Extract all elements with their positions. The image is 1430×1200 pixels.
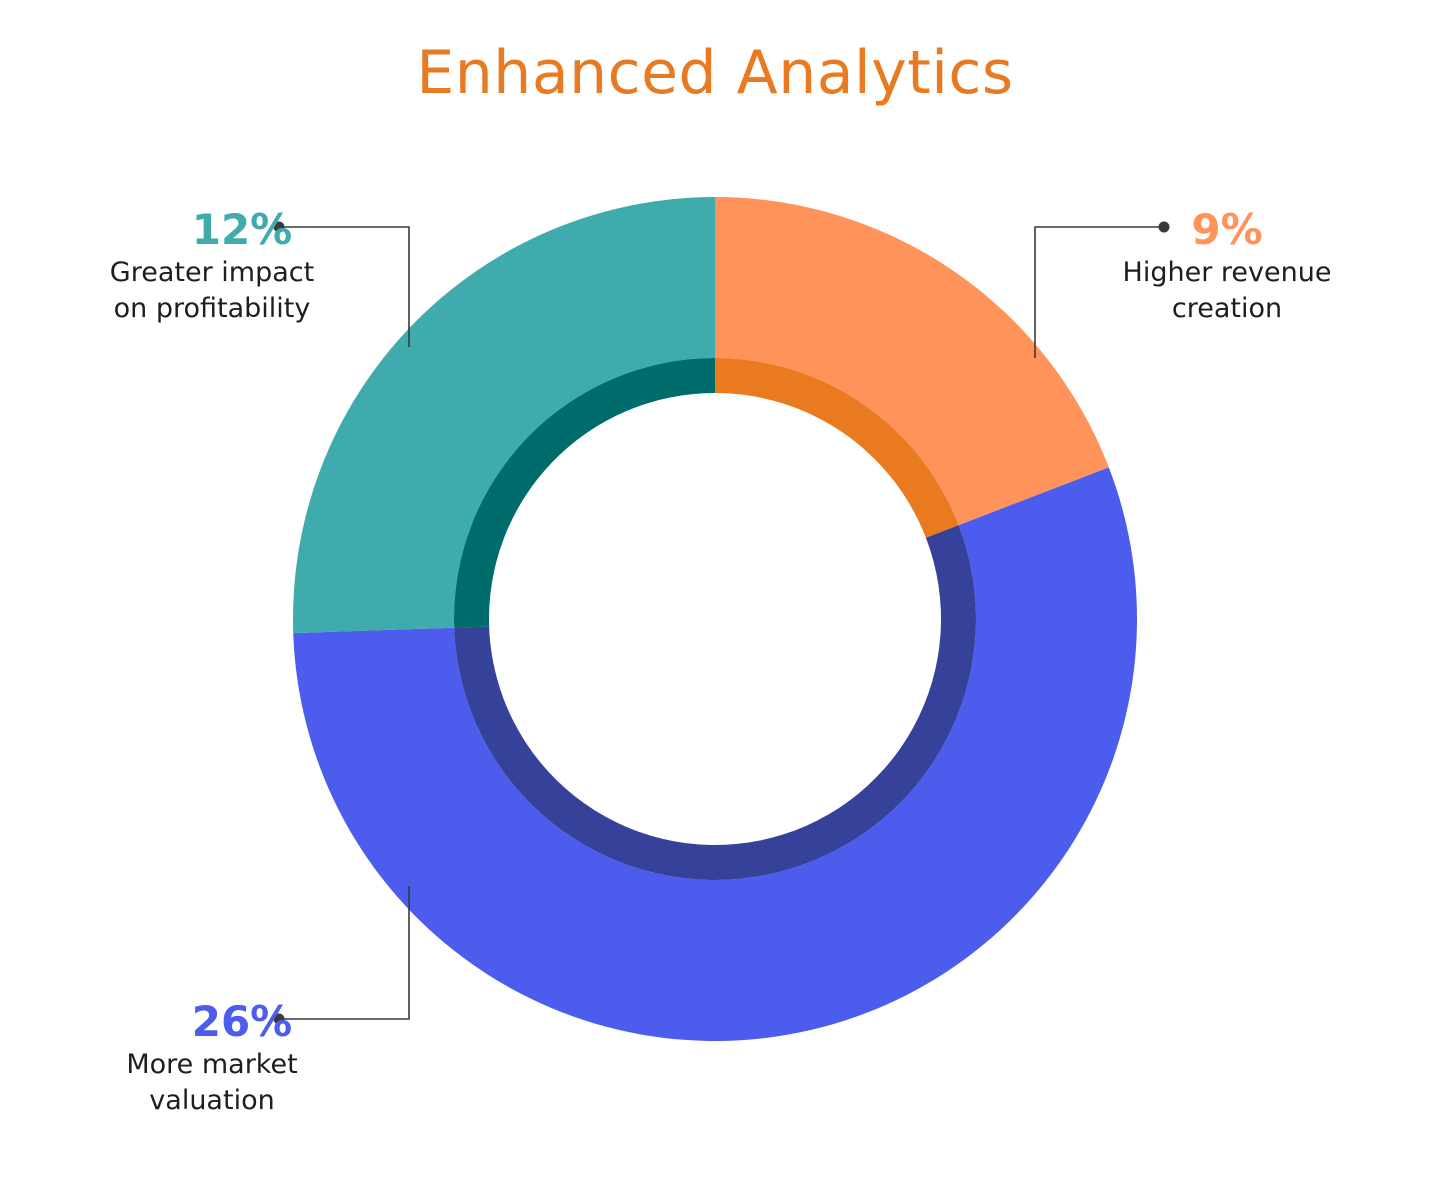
data-label-greater-impact-line1: Greater impact [109,257,315,288]
leader-dot-greater-impact [273,221,285,233]
data-label-greater-impact-line2: on profitability [113,293,311,324]
leader-dot-market-valuation [273,1013,285,1025]
slice-more-market-valuation [293,467,1137,1041]
leader-line-market-valuation [279,886,410,1020]
slice-greater-impact-on-profitability [293,197,715,634]
slice-inner-higher-revenue-creation [715,358,959,538]
leader-dot-higher-revenue [1158,221,1170,233]
slice-higher-revenue-creation [715,197,1109,526]
data-label-market-valuation-percent: 26% [191,997,293,1046]
donut-outer-ring [293,197,1137,1041]
leader-lines [273,221,1170,1025]
data-label-greater-impact-percent: 12% [191,205,293,254]
data-label-higher-revenue-line2: creation [1171,293,1283,324]
data-label-higher-revenue-percent: 9% [1191,205,1263,254]
donut-inner-ring [453,358,976,880]
data-label-higher-revenue-line1: Higher revenue [1122,257,1332,288]
slice-inner-greater-impact-on-profitability [453,358,715,628]
leader-line-greater-impact [279,226,410,347]
chart-title: Enhanced Analytics [416,38,1014,108]
data-label-market-valuation-line1: More market [126,1049,298,1080]
data-label-market-valuation-line2: valuation [149,1085,275,1116]
callout-greater-impact: 12% Greater impact on profitability [62,205,362,327]
callout-higher-revenue: 9% Higher revenue creation [1077,205,1377,327]
callout-market-valuation: 26% More market valuation [62,997,362,1119]
leader-line-higher-revenue [1034,226,1164,358]
